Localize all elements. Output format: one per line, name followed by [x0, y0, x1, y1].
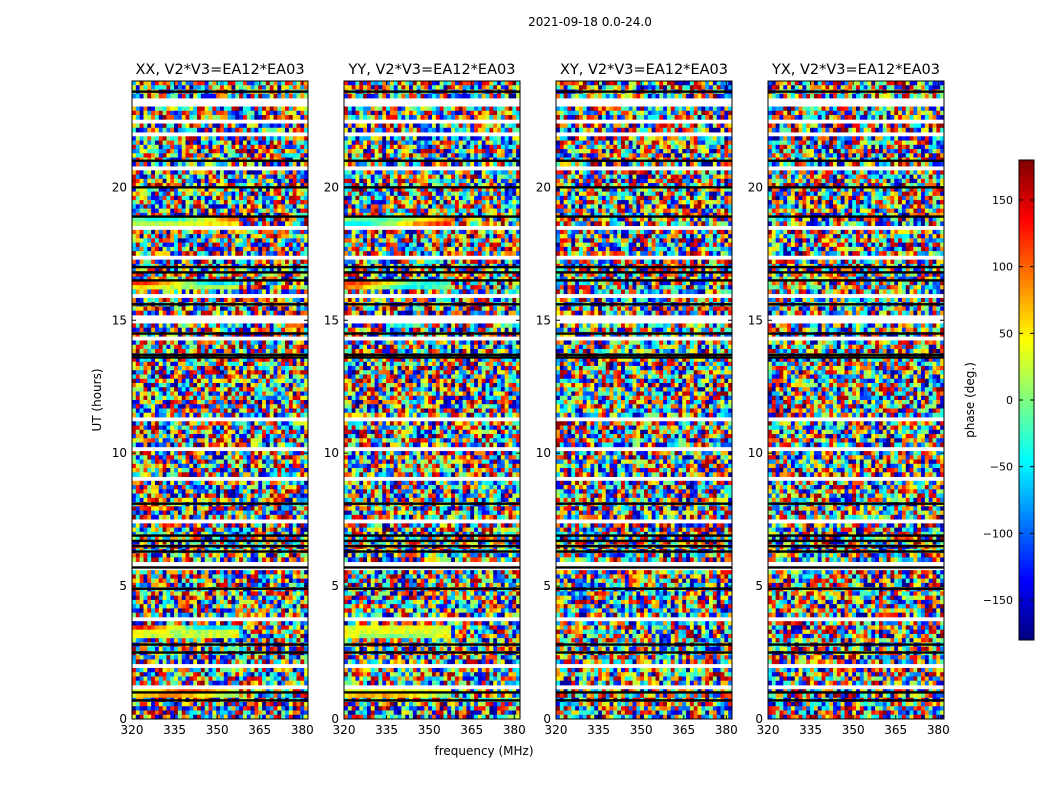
panel-frame	[767, 80, 945, 720]
colorbar-label: phase (deg.)	[963, 362, 977, 438]
x-tick-label: 350	[630, 723, 653, 737]
y-axis-label: UT (hours)	[90, 368, 104, 431]
panel-frame	[131, 80, 309, 720]
y-tick-label: 0	[755, 712, 763, 726]
colorbar-tick-label: −100	[983, 527, 1013, 540]
x-tick-label: 320	[121, 723, 144, 737]
x-tick-label: 365	[248, 723, 271, 737]
panel-title: XY, V2*V3=EA12*EA03	[560, 62, 728, 78]
heatmap-cells	[768, 81, 945, 720]
x-tick-label: 335	[799, 723, 822, 737]
panel-frame	[343, 80, 521, 720]
y-tick-label: 5	[119, 579, 127, 593]
heatmap-cells	[556, 81, 733, 720]
y-tick-label: 0	[331, 712, 339, 726]
panels: XX, V2*V3=EA12*EA03 320 335 350 365 380 0 5 10 15…	[112, 62, 950, 737]
colorbar-tick-label: −150	[983, 594, 1013, 607]
panel-title: YX, V2*V3=EA12*EA03	[771, 62, 940, 78]
y-tick-label: 5	[331, 579, 339, 593]
y-tick-label: 20	[112, 180, 127, 194]
x-tick-label: 335	[375, 723, 398, 737]
x-tick-label: 365	[460, 723, 483, 737]
y-tick-label: 15	[536, 313, 551, 327]
colorbar: 150 100 50 0 −50 −100 −150	[983, 159, 1035, 641]
flag-lines	[556, 90, 732, 702]
y-tick-label: 10	[748, 446, 763, 460]
x-tick-label: 380	[927, 723, 950, 737]
x-tick-label: 335	[587, 723, 610, 737]
y-tick-label: 15	[112, 313, 127, 327]
y-tick-label: 20	[748, 180, 763, 194]
x-tick-label: 320	[333, 723, 356, 737]
x-axis-label: frequency (MHz)	[434, 744, 533, 758]
x-tick-label: 335	[163, 723, 186, 737]
y-tick-label: 15	[324, 313, 339, 327]
heatmap-cells	[344, 81, 521, 720]
x-tick-label: 380	[503, 723, 526, 737]
x-tick-label: 350	[842, 723, 865, 737]
y-tick-label: 0	[119, 712, 127, 726]
x-tick-label: 320	[757, 723, 780, 737]
figure-title: 2021-09-18 0.0-24.0	[528, 15, 652, 29]
y-tick-label: 10	[536, 446, 551, 460]
panel-4: YX, V2*V3=EA12*EA03 320 335 350 365 380 0 5 10 15…	[748, 62, 950, 737]
flag-lines	[344, 90, 520, 702]
y-tick-label: 10	[112, 446, 127, 460]
flag-lines	[132, 90, 308, 702]
x-tick-label: 320	[545, 723, 568, 737]
colorbar-tick-label: −50	[990, 461, 1013, 474]
colorbar-tick-label: 50	[999, 327, 1013, 340]
x-tick-label: 380	[715, 723, 738, 737]
panel-3: XY, V2*V3=EA12*EA03 320 335 350 365 380 0 5 10 15…	[536, 62, 738, 737]
y-tick-label: 20	[324, 180, 339, 194]
x-tick-label: 365	[884, 723, 907, 737]
y-tick-label: 20	[536, 180, 551, 194]
panel-1: XX, V2*V3=EA12*EA03 320 335 350 365 380 0 5 10 15…	[112, 62, 314, 737]
y-tick-label: 10	[324, 446, 339, 460]
heatmap-cells	[132, 81, 309, 720]
colorbar-tick-label: 100	[992, 261, 1013, 274]
panel-title: XX, V2*V3=EA12*EA03	[135, 62, 304, 78]
colorbar-tick-label: 0	[1006, 394, 1013, 407]
x-tick-label: 380	[291, 723, 314, 737]
y-tick-label: 15	[748, 313, 763, 327]
flag-lines	[768, 90, 944, 702]
colorbar-tick-label: 150	[992, 194, 1013, 207]
x-tick-label: 350	[206, 723, 229, 737]
x-tick-label: 365	[672, 723, 695, 737]
y-tick-label: 5	[755, 579, 763, 593]
y-tick-label: 0	[543, 712, 551, 726]
panel-2: YY, V2*V3=EA12*EA03 320 335 350 365 380 0 5 10 15…	[324, 62, 526, 737]
y-tick-label: 5	[543, 579, 551, 593]
panel-title: YY, V2*V3=EA12*EA03	[348, 62, 516, 78]
panel-frame	[555, 80, 733, 720]
x-tick-label: 350	[418, 723, 441, 737]
